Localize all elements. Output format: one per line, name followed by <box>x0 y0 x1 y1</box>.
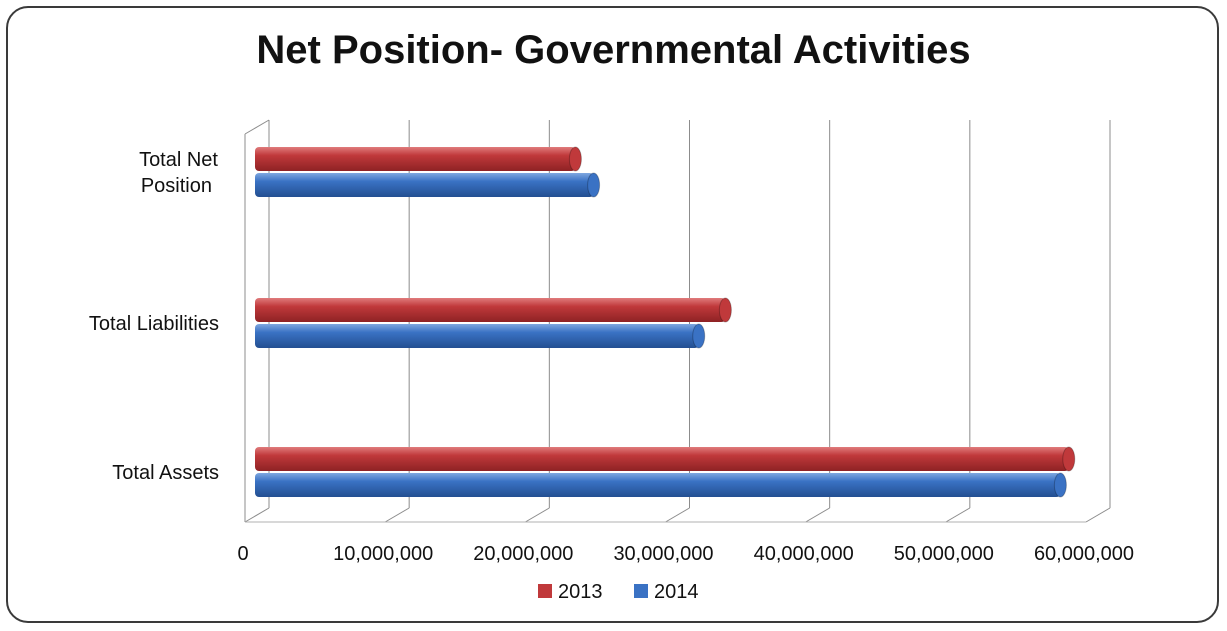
floor-gridline <box>244 507 270 523</box>
floor-gridline <box>665 507 690 523</box>
bars-layer <box>255 146 1076 498</box>
bar-cap-2013 <box>568 146 582 172</box>
bar-cap-2014 <box>692 323 706 349</box>
x-tick-label: 60,000,000 <box>1034 543 1134 565</box>
labels-layer: Total Net Position Total Liabilities Total … <box>89 149 1134 565</box>
x-tick-label: 40,000,000 <box>754 543 854 565</box>
x-tick-label: 10,000,000 <box>333 543 433 565</box>
bar-2014 <box>255 324 699 348</box>
bar-2014 <box>255 173 594 197</box>
chart-title: Net Position- Governmental Activities <box>256 28 971 72</box>
x-tick-label: 30,000,000 <box>613 543 713 565</box>
x-tick-label: 20,000,000 <box>473 543 573 565</box>
floor-gridline <box>1085 507 1111 523</box>
bar-2013 <box>255 447 1069 471</box>
floor-gridline <box>945 507 971 523</box>
legend-label-2014: 2014 <box>654 581 699 603</box>
floor-gridline <box>384 507 410 523</box>
bar-2013 <box>255 147 576 171</box>
bar-2014 <box>255 473 1061 497</box>
bar-cap-2013 <box>1062 446 1076 472</box>
category-label: Total Net Position <box>139 149 218 197</box>
x-tick-label: 0 <box>237 543 248 565</box>
category-label: Total Assets <box>112 462 219 484</box>
bar-2013 <box>255 298 726 322</box>
floor-gridline <box>525 507 550 523</box>
bar-cap-2014 <box>587 172 601 198</box>
floor-gridline <box>805 507 830 523</box>
legend-label-2013: 2013 <box>558 581 603 603</box>
legend-swatch-2013 <box>538 584 552 598</box>
bar-cap-2014 <box>1053 472 1067 498</box>
category-label: Total Liabilities <box>89 313 219 335</box>
legend: 2013 2014 <box>538 581 699 603</box>
bar-cap-2013 <box>718 297 732 323</box>
x-tick-label: 50,000,000 <box>894 543 994 565</box>
left-wall-top <box>244 119 270 135</box>
legend-swatch-2014 <box>634 584 648 598</box>
